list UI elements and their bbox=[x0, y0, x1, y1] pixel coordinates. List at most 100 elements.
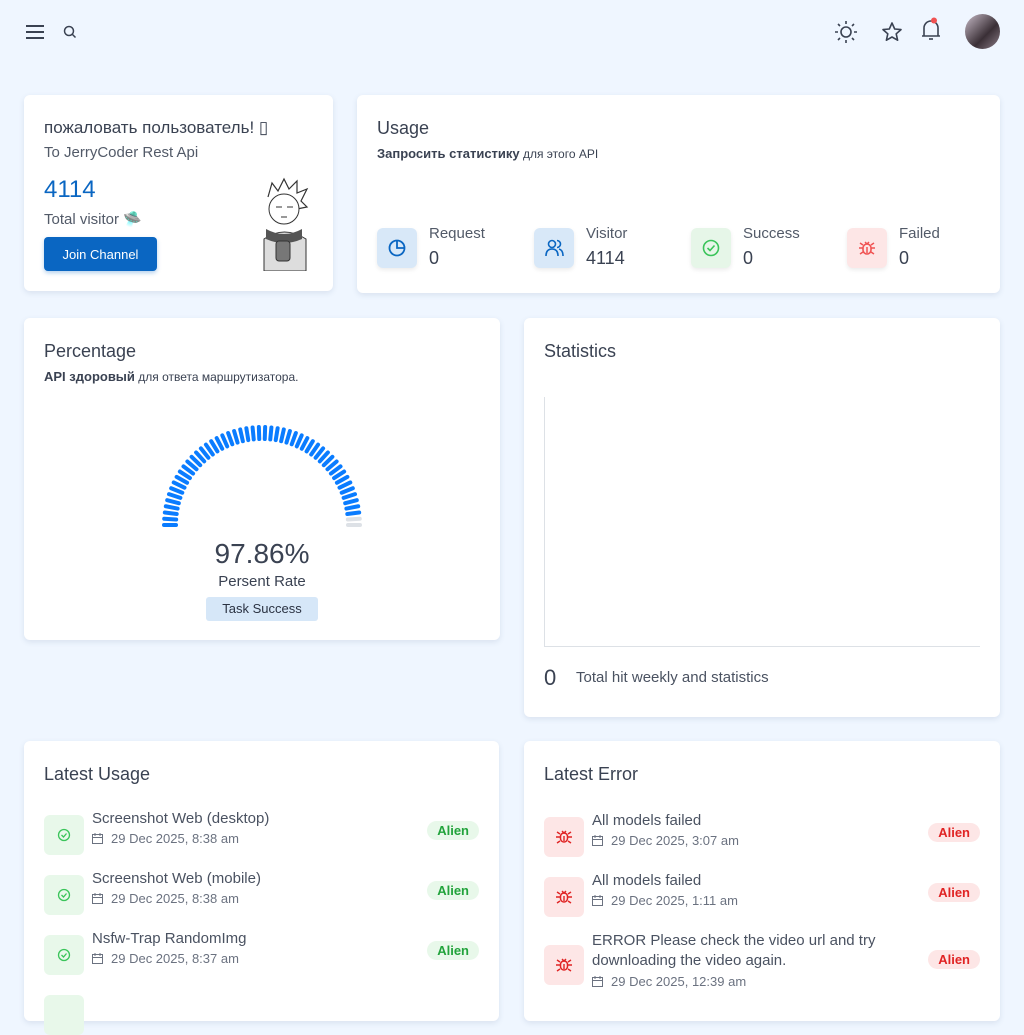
success-icon-box bbox=[691, 228, 731, 268]
menu-icon[interactable] bbox=[25, 23, 45, 41]
bug-icon bbox=[555, 888, 573, 906]
gauge-segment bbox=[276, 428, 278, 440]
percentage-subtitle: для ответа маршрутизатора. bbox=[135, 370, 299, 384]
chart-x-axis bbox=[544, 646, 980, 647]
list-item[interactable]: All models failed 29 Dec 2025, 1:11 am A… bbox=[524, 877, 1000, 933]
statistics-title: Statistics bbox=[544, 341, 616, 362]
star-icon[interactable] bbox=[881, 21, 903, 43]
gauge-segment bbox=[344, 494, 355, 498]
pie-chart-icon bbox=[387, 238, 407, 258]
item-badge: Alien bbox=[427, 821, 479, 840]
item-date: 29 Dec 2025, 8:38 am bbox=[92, 891, 239, 906]
list-item[interactable]: All models failed 29 Dec 2025, 3:07 am A… bbox=[524, 817, 1000, 873]
avatar[interactable] bbox=[965, 14, 1000, 49]
list-item[interactable]: Screenshot Web (desktop) 29 Dec 2025, 8:… bbox=[24, 815, 499, 871]
bug-icon bbox=[857, 238, 877, 258]
total-hits-label: Total hit weekly and statistics bbox=[576, 669, 769, 686]
bell-icon[interactable] bbox=[919, 17, 943, 43]
gauge-segment bbox=[222, 435, 227, 446]
item-title: All models failed bbox=[592, 871, 701, 891]
item-icon-box bbox=[44, 875, 84, 915]
list-item[interactable]: ERROR Please check the video url and try… bbox=[524, 937, 1000, 993]
gauge-value: 97.86% bbox=[24, 538, 500, 570]
item-date-text: 29 Dec 2025, 3:07 am bbox=[611, 833, 739, 848]
item-date: 29 Dec 2025, 1:11 am bbox=[592, 893, 738, 908]
gauge-segment bbox=[342, 488, 353, 493]
gauge-segment bbox=[307, 441, 313, 451]
check-circle-icon bbox=[57, 828, 71, 842]
gauge-segment bbox=[339, 482, 350, 487]
item-badge: Alien bbox=[928, 950, 980, 969]
stat-label: Success bbox=[743, 225, 800, 242]
item-date-text: 29 Dec 2025, 8:37 am bbox=[111, 951, 239, 966]
stat-label: Failed bbox=[899, 225, 940, 242]
stat-value: 4114 bbox=[586, 248, 625, 269]
item-title: Screenshot Web (mobile) bbox=[92, 869, 261, 889]
users-icon bbox=[544, 238, 564, 258]
usage-subtitle-bold: Запросить статистику bbox=[377, 146, 520, 161]
gauge-segment bbox=[348, 519, 360, 520]
check-circle-icon bbox=[57, 888, 71, 902]
request-icon-box bbox=[377, 228, 417, 268]
stat-value: 0 bbox=[743, 248, 753, 269]
check-circle-icon bbox=[57, 948, 71, 962]
join-channel-button[interactable]: Join Channel bbox=[44, 237, 157, 271]
latest-error-card: Latest Error All models failed 29 Dec 20… bbox=[524, 741, 1000, 1021]
percentage-card: Percentage API здоровый для ответа маршр… bbox=[24, 318, 500, 640]
percentage-subtitle-bold: API здоровый bbox=[44, 369, 135, 384]
calendar-icon bbox=[592, 895, 603, 906]
statistics-card: Statistics 0 Total hit weekly and statis… bbox=[524, 318, 1000, 717]
calendar-icon bbox=[592, 835, 603, 846]
check-circle-icon bbox=[701, 238, 721, 258]
search-icon[interactable] bbox=[63, 25, 77, 39]
calendar-icon bbox=[92, 953, 103, 964]
gauge-segment bbox=[211, 441, 217, 451]
usage-title: Usage bbox=[377, 118, 429, 139]
chart-y-axis bbox=[544, 397, 545, 646]
gauge-segment bbox=[167, 500, 179, 503]
item-date-text: 29 Dec 2025, 12:39 am bbox=[611, 974, 746, 989]
rate-label: Persent Rate bbox=[24, 573, 500, 590]
gauge-segment bbox=[165, 512, 177, 514]
usage-card: Usage Запросить статистику для этого API… bbox=[357, 95, 1000, 293]
item-title: ERROR Please check the video url and try… bbox=[592, 931, 912, 971]
item-date: 29 Dec 2025, 8:38 am bbox=[92, 831, 239, 846]
latest-error-title: Latest Error bbox=[544, 764, 638, 785]
gauge-segment bbox=[302, 438, 308, 449]
list-item[interactable]: Screenshot Web (mobile) 29 Dec 2025, 8:3… bbox=[24, 875, 499, 931]
item-badge: Alien bbox=[427, 881, 479, 900]
usage-subtitle: для этого API bbox=[520, 147, 599, 161]
item-date: 29 Dec 2025, 3:07 am bbox=[592, 833, 739, 848]
gauge-segment bbox=[345, 500, 357, 503]
welcome-card: пожаловать пользователь! ▯ To JerryCoder… bbox=[24, 95, 333, 291]
gauge-chart bbox=[152, 418, 372, 530]
gauge-segment bbox=[246, 428, 248, 440]
gauge-segment bbox=[174, 482, 185, 487]
welcome-title: пожаловать пользователь! ▯ bbox=[44, 118, 268, 138]
gauge-segment bbox=[347, 512, 359, 514]
visitor-icon-box bbox=[534, 228, 574, 268]
item-badge: Alien bbox=[928, 823, 980, 842]
gauge-segment bbox=[166, 506, 178, 508]
item-icon-box bbox=[544, 817, 584, 857]
item-icon-box bbox=[544, 945, 584, 985]
welcome-subtitle: To JerryCoder Rest Api bbox=[44, 144, 198, 161]
visitor-count: 4114 bbox=[44, 176, 96, 204]
item-title: All models failed bbox=[592, 811, 701, 831]
gauge-segment bbox=[286, 431, 289, 443]
list-item[interactable]: Nsfw-Trap RandomImg 29 Dec 2025, 8:37 am… bbox=[24, 935, 499, 991]
gauge-segment bbox=[297, 435, 302, 446]
item-date-text: 29 Dec 2025, 8:38 am bbox=[111, 831, 239, 846]
sun-icon[interactable] bbox=[835, 21, 857, 43]
gauge-segment bbox=[171, 488, 182, 493]
gauge-segment bbox=[281, 429, 284, 441]
percentage-title: Percentage bbox=[44, 341, 136, 362]
calendar-icon bbox=[92, 893, 103, 904]
item-icon-box bbox=[44, 995, 84, 1035]
gauge-segment bbox=[228, 433, 232, 444]
gauge-segment bbox=[346, 506, 358, 508]
gauge-segment bbox=[240, 429, 243, 441]
calendar-icon bbox=[592, 976, 603, 987]
item-date: 29 Dec 2025, 8:37 am bbox=[92, 951, 239, 966]
stat-label: Visitor bbox=[586, 225, 627, 242]
